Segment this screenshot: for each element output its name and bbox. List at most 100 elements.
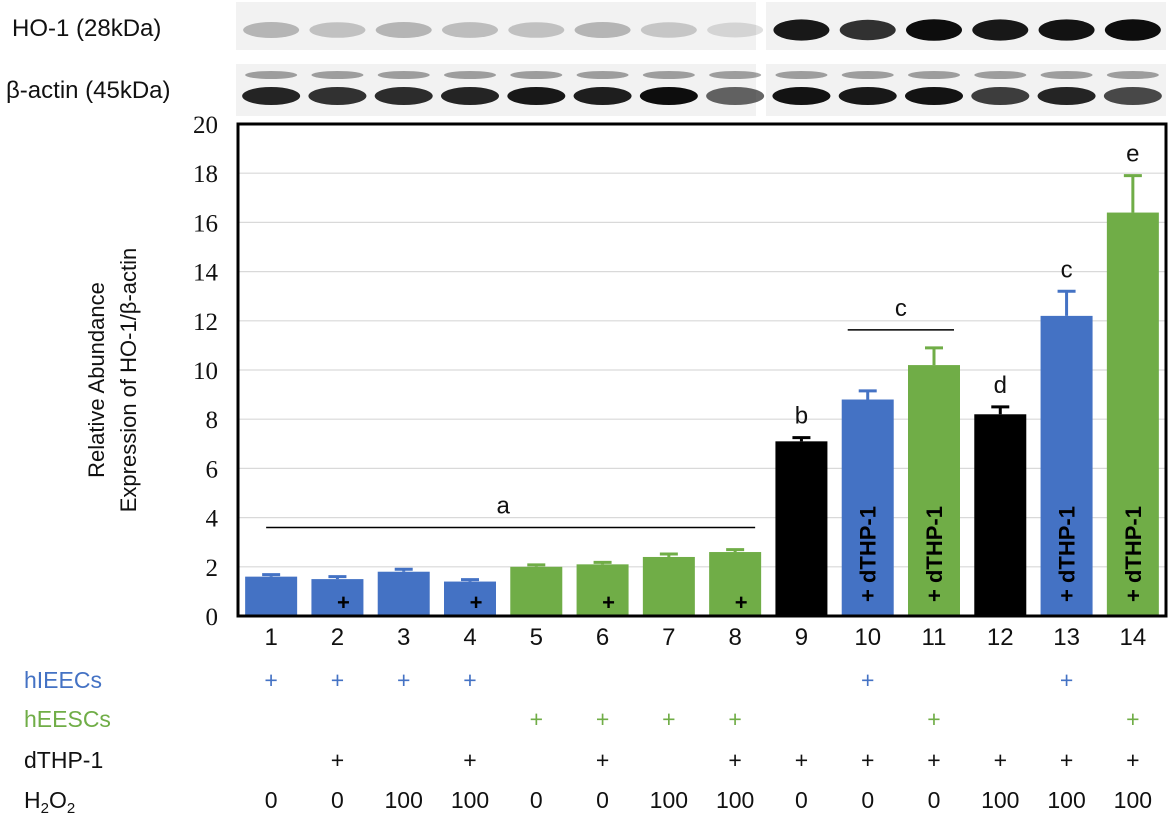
condition-cell: +	[1060, 667, 1073, 693]
bars: + + + + + dTHP-1 + dTHP-1 + dTHP-1 + dTHP-1	[245, 174, 1159, 616]
condition-cell: +	[1126, 747, 1139, 773]
condition-row-label: H2O2	[24, 787, 75, 817]
condition-cell: +	[728, 747, 741, 773]
blot-band	[971, 87, 1030, 105]
condition-cell: +	[662, 706, 675, 732]
condition-cell: 100	[716, 787, 754, 813]
condition-cell: 100	[1047, 787, 1085, 813]
condition-cell: 0	[928, 787, 941, 813]
condition-cell: +	[728, 706, 741, 732]
x-category-label: 9	[795, 624, 808, 651]
blot-band	[639, 87, 698, 105]
x-category-label: 3	[397, 624, 410, 651]
western-blot-image	[236, 2, 1166, 116]
x-axis-categories: 1 2 3 4 5 6 7 8 9 10 11 12 13 14	[264, 624, 1146, 651]
y-axis-ticks: 0 2 4 6 8 10 12 14 16 18 20	[193, 112, 219, 631]
x-category-label: 12	[987, 624, 1014, 651]
blot-band	[838, 87, 897, 105]
blot-band	[242, 87, 301, 105]
bar-dthp1-label: + dTHP-1	[1121, 506, 1146, 602]
x-category-label: 6	[596, 624, 609, 651]
x-category-label: 4	[463, 624, 476, 651]
condition-cell: +	[463, 747, 476, 773]
y-axis-title-line1: Relative Abundance	[84, 282, 109, 478]
blot-band-faint	[709, 71, 762, 79]
condition-row-label: hEESCs	[24, 706, 111, 732]
bar-dthp1-label: + dTHP-1	[922, 506, 947, 602]
significance-letter: b	[795, 403, 808, 430]
condition-cell: +	[596, 706, 609, 732]
blot-band	[309, 22, 366, 38]
bar-dthp1-mark: +	[602, 590, 615, 615]
blot-band	[1104, 19, 1161, 41]
x-category-label: 13	[1053, 624, 1080, 651]
x-category-label: 1	[264, 624, 277, 651]
blot-band	[374, 87, 433, 105]
blot-band	[839, 19, 896, 41]
blot-band	[1103, 87, 1162, 105]
condition-cell: +	[463, 667, 476, 693]
blot-band-faint	[377, 71, 430, 79]
blot-band	[706, 87, 765, 105]
bar-dthp1-label: + dTHP-1	[856, 506, 881, 602]
condition-cell: +	[927, 706, 940, 732]
significance-annotations: a b c d c e	[266, 141, 1140, 529]
significance-letter: c	[895, 295, 907, 322]
blot-band	[243, 22, 300, 38]
blot-band	[375, 22, 432, 38]
condition-cell: +	[861, 667, 874, 693]
condition-cell: 100	[1114, 787, 1152, 813]
y-axis-title-line2: Expression of HO-1/β-actin	[116, 248, 141, 513]
condition-cell: +	[927, 747, 940, 773]
bar-dthp1-mark: +	[735, 590, 748, 615]
gridlines	[238, 172, 1166, 568]
y-tick-label: 8	[206, 407, 219, 434]
condition-cell: 100	[385, 787, 423, 813]
y-tick-label: 6	[206, 456, 219, 483]
condition-cell: 0	[861, 787, 874, 813]
bar-4	[444, 581, 496, 616]
blot-band-faint	[510, 71, 563, 79]
significance-letter: e	[1126, 141, 1139, 168]
blot-band	[1037, 87, 1096, 105]
x-category-label: 2	[331, 624, 344, 651]
condition-cell: +	[795, 747, 808, 773]
bar-dthp1-mark: +	[470, 590, 483, 615]
bar-5	[510, 566, 563, 616]
bar-11	[908, 365, 960, 616]
bar-1	[245, 576, 298, 616]
bar-10	[841, 399, 894, 616]
condition-cell: 0	[265, 787, 278, 813]
blot-band-faint	[576, 71, 629, 79]
plot-frame	[236, 122, 1168, 618]
blot-band	[442, 22, 498, 38]
condition-cell: +	[331, 747, 344, 773]
bar-dthp1-mark: +	[337, 590, 350, 615]
condition-cell: 0	[530, 787, 543, 813]
blot-band	[773, 19, 830, 41]
condition-cell: 0	[331, 787, 344, 813]
blot-membrane	[766, 2, 1166, 50]
condition-row-label: dTHP-1	[24, 747, 103, 773]
bar-2	[311, 579, 364, 616]
y-tick-label: 20	[193, 112, 218, 139]
condition-cell: +	[331, 667, 344, 693]
significance-letter: d	[994, 372, 1007, 399]
bar-12	[974, 414, 1027, 616]
blot-band-faint	[311, 71, 364, 79]
blot-band-faint	[444, 71, 496, 79]
x-category-label: 5	[530, 624, 543, 651]
significance-letter: c	[1061, 256, 1073, 283]
blot-band	[707, 22, 764, 38]
condition-table: hIEECs + + + + + + hEESCs + + + + + + dTHP-1 + + + + + + + + + +…	[24, 667, 1152, 817]
condition-cell: +	[530, 706, 543, 732]
blot-band-faint	[974, 71, 1027, 79]
blot-band	[508, 22, 565, 38]
x-category-label: 10	[854, 624, 881, 651]
condition-cell: +	[1060, 747, 1073, 773]
condition-cell: +	[1126, 706, 1139, 732]
blot-band-faint	[1040, 71, 1093, 79]
blot-band	[640, 22, 697, 38]
blot-band	[1038, 19, 1095, 41]
